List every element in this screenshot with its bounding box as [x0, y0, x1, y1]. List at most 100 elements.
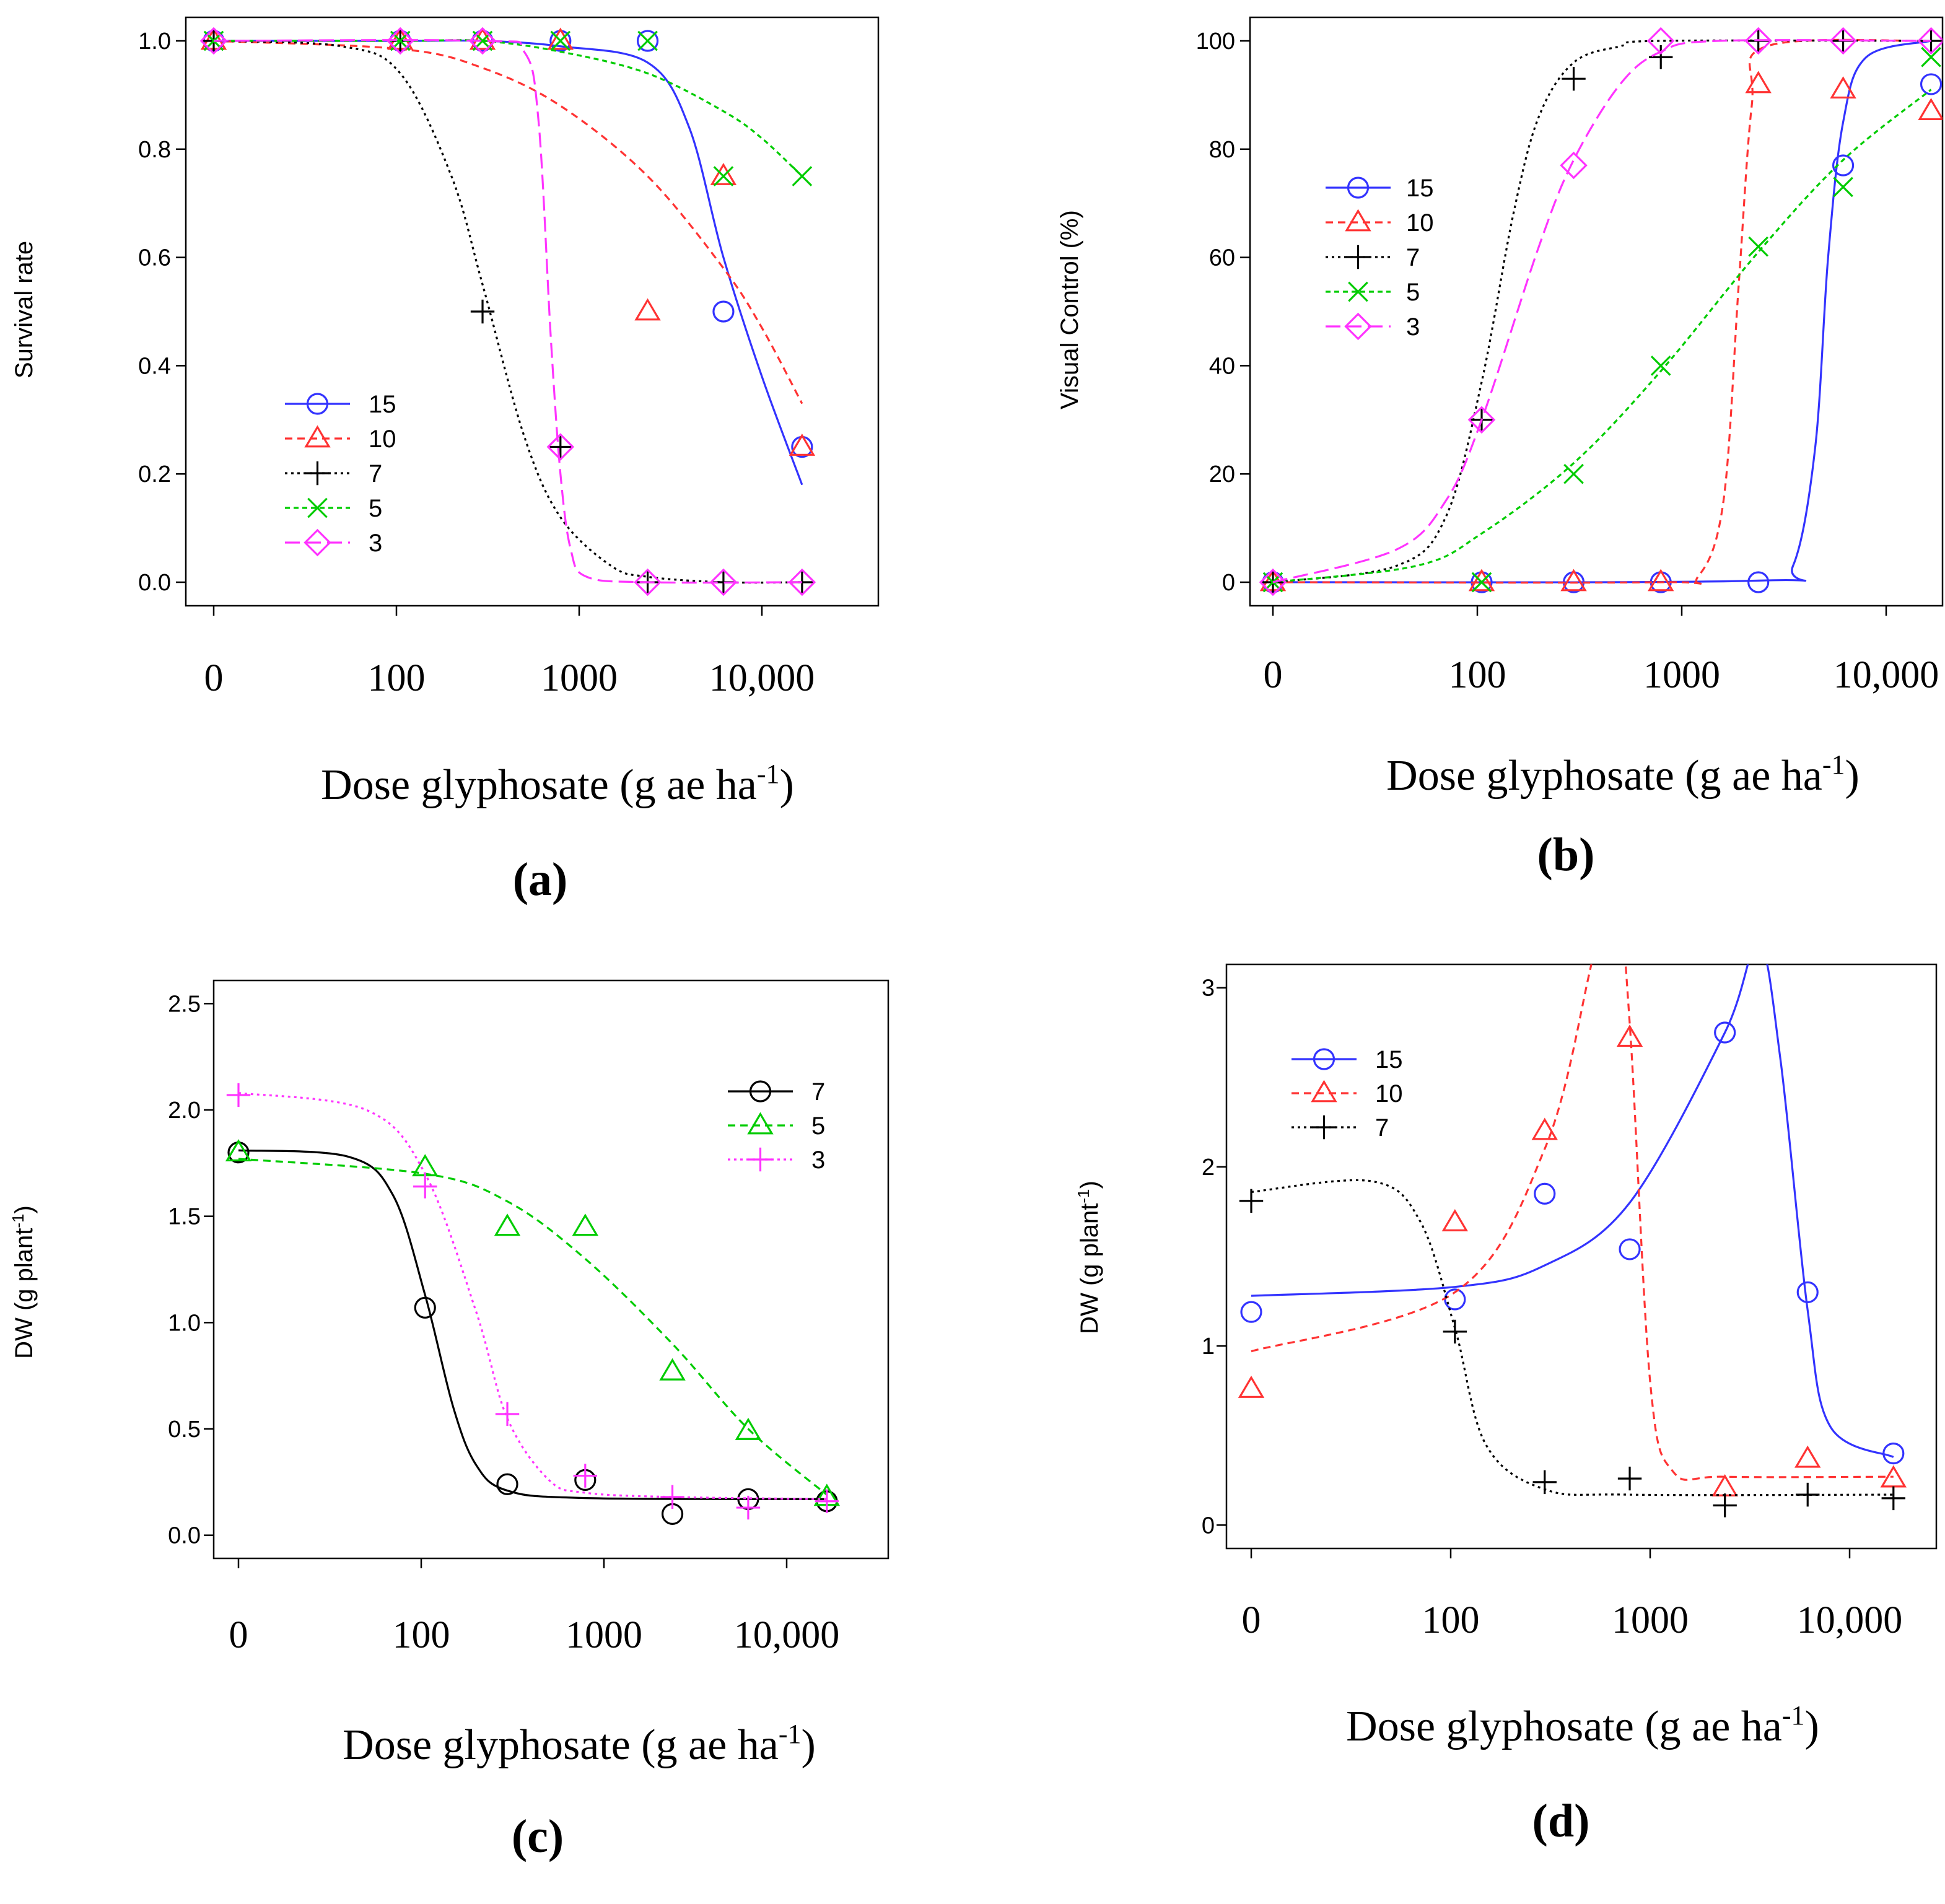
- series-line-7: [1272, 39, 1931, 583]
- x-axis-label-text: Dose glyphosate (g ae ha: [1386, 752, 1822, 800]
- data-point-5: [735, 1417, 762, 1440]
- data-point-3: [1560, 151, 1588, 180]
- x-tick-label: 100: [393, 1614, 450, 1656]
- data-point-10: [1238, 1375, 1265, 1398]
- series-line-15: [1251, 964, 1894, 1458]
- x-axis-label-end: ): [802, 1721, 816, 1769]
- x-axis-label-end: ): [1805, 1703, 1819, 1750]
- data-point-10: [1616, 1024, 1643, 1047]
- data-point-3: [1917, 27, 1943, 55]
- data-point-15: [712, 300, 735, 323]
- data-point-3: [660, 1485, 684, 1509]
- series-line-7: [213, 40, 802, 584]
- data-point-3: [788, 568, 816, 596]
- x-axis-label: Dose glyphosate (g ae ha-1): [321, 759, 794, 809]
- x-axis-label-sup: -1: [1782, 1700, 1805, 1731]
- series-line-10: [1272, 38, 1931, 585]
- series-line-5: [1272, 89, 1932, 583]
- y-tick-label: 0: [1222, 570, 1235, 596]
- legend-label-7: 7: [369, 460, 382, 487]
- data-point-15: [1796, 1281, 1819, 1303]
- y-axis-label-sup: -1: [9, 1214, 27, 1228]
- data-point-10: [1711, 1474, 1738, 1496]
- y-tick-label: 0.0: [138, 570, 171, 596]
- data-point-5: [1833, 177, 1853, 198]
- plot-frame: [1225, 963, 1938, 1550]
- legend: 15 10 7 5 3: [285, 391, 396, 557]
- data-point-10: [1794, 1445, 1821, 1468]
- data-point-3: [1646, 27, 1675, 55]
- series-line-3: [1272, 39, 1931, 583]
- legend-label-7: 7: [1406, 244, 1420, 271]
- data-point-3: [468, 27, 497, 55]
- data-point-15: [1534, 1182, 1556, 1205]
- legend-marker-10: [1345, 209, 1371, 232]
- y-axis-label-text: Visual Control (%): [1056, 210, 1083, 409]
- data-point-15: [1240, 1301, 1262, 1323]
- x-axis-label-end: ): [780, 761, 794, 809]
- panel-label: (a): [513, 854, 568, 906]
- legend-label-7: 7: [1375, 1114, 1389, 1142]
- legend-marker-3: [748, 1147, 772, 1172]
- x-axis-label-text: Dose glyphosate (g ae ha: [343, 1721, 779, 1769]
- data-point-10: [1648, 569, 1674, 592]
- x-axis-label-text: Dose glyphosate (g ae ha: [1346, 1703, 1782, 1750]
- x-axis-label-text: Dose glyphosate (g ae ha: [321, 761, 757, 809]
- legend-marker-15: [306, 393, 329, 415]
- y-axis-label-sup: -1: [1074, 1189, 1093, 1203]
- y-axis-label-text: DW (g plant: [1076, 1203, 1103, 1334]
- plot-area: [199, 27, 816, 596]
- y-axis-label: DW (g plant-1): [9, 1205, 38, 1359]
- data-point-15: [1619, 1238, 1641, 1260]
- y-tick-label: 20: [1209, 461, 1235, 487]
- y-tick-label: 2: [1202, 1155, 1215, 1181]
- data-point-15: [1882, 1443, 1905, 1465]
- data-point-15: [1714, 1021, 1736, 1044]
- legend-label-10: 10: [369, 426, 396, 453]
- y-tick-label: 2.0: [168, 1098, 201, 1124]
- data-point-3: [1829, 27, 1857, 55]
- data-point-10: [1830, 76, 1856, 99]
- data-point-7: [1649, 45, 1673, 69]
- legend-label-3: 3: [369, 530, 382, 557]
- y-axis-label-text: DW (g plant: [11, 1228, 38, 1359]
- x-tick-label: 10,000: [1834, 654, 1939, 696]
- data-point-5: [1563, 463, 1584, 484]
- data-point-7: [548, 435, 572, 459]
- y-tick-label: 80: [1209, 137, 1235, 163]
- x-tick-label: 1000: [1643, 654, 1720, 696]
- chart-panel-0: 0.0 0.2 0.4 0.6 0.8 1.0 0 100 1000 10,000 Survival…: [11, 16, 880, 906]
- legend-marker-5: [747, 1112, 774, 1135]
- series-line-3: [213, 39, 802, 584]
- data-point-10: [547, 27, 574, 50]
- data-point-10: [1918, 98, 1943, 121]
- data-point-5: [572, 1213, 599, 1236]
- series-line-7: [238, 1149, 827, 1500]
- data-point-3: [1467, 406, 1496, 434]
- x-tick-label: 10,000: [734, 1614, 840, 1656]
- y-tick-label: 40: [1209, 353, 1235, 379]
- data-point-5: [713, 166, 734, 186]
- x-tick-label: 0: [229, 1614, 248, 1656]
- data-point-3: [546, 433, 575, 461]
- panel-label: (d): [1532, 1795, 1590, 1847]
- y-tick-label: 60: [1209, 245, 1235, 271]
- data-point-7: [496, 1473, 518, 1495]
- x-tick-label: 0: [204, 657, 224, 699]
- data-point-7: [414, 1296, 436, 1319]
- data-point-3: [709, 568, 738, 596]
- data-point-15: [1920, 73, 1943, 95]
- data-point-3: [386, 27, 414, 55]
- x-tick-label: 1000: [541, 657, 618, 699]
- legend-marker-3: [1344, 312, 1372, 341]
- y-axis-label-end: ): [11, 1205, 38, 1213]
- x-tick-label: 10,000: [1797, 1599, 1903, 1641]
- legend-label-5: 5: [811, 1112, 825, 1140]
- panel-label: (b): [1537, 829, 1595, 881]
- legend: 15 10 7 5 3: [1326, 175, 1434, 341]
- data-point-5: [225, 1139, 252, 1162]
- legend-label-3: 3: [811, 1146, 825, 1174]
- y-tick-label: 1.5: [168, 1204, 201, 1230]
